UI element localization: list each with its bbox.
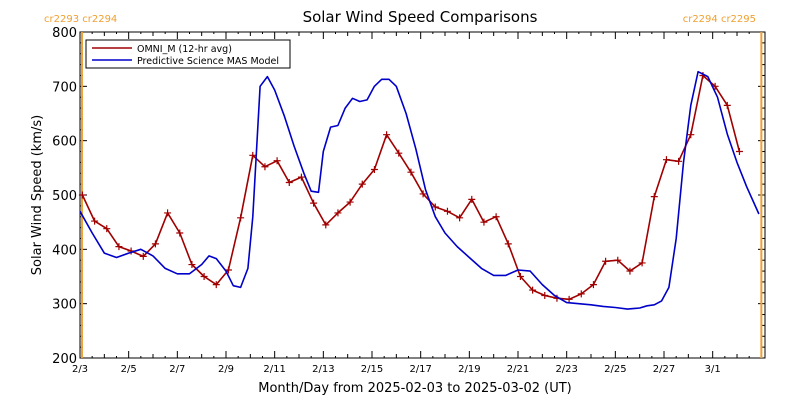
omni-data-point — [78, 191, 86, 199]
omni-data-point — [139, 252, 147, 260]
y-tick-label: 300 — [52, 298, 77, 313]
omni-series-line — [81, 74, 741, 301]
omni-data-point — [602, 257, 610, 265]
legend-label: OMNI_M (12-hr avg) — [137, 44, 232, 55]
omni-data-point — [115, 243, 123, 251]
omni-data-point — [614, 256, 622, 264]
x-tick-label: 2/3 — [72, 364, 88, 375]
omni-data-point — [188, 261, 196, 269]
x-tick-label: 2/5 — [121, 364, 137, 375]
omni-data-point — [492, 213, 500, 221]
chart-title: Solar Wind Speed Comparisons — [303, 8, 538, 26]
y-tick-label: 500 — [52, 189, 77, 204]
omni-data-point — [529, 286, 537, 294]
legend-label: Predictive Science MAS Model — [137, 56, 279, 67]
omni-data-point — [577, 290, 585, 298]
omni-data-point — [176, 229, 184, 237]
omni-data-point — [91, 217, 99, 225]
omni-data-point — [638, 259, 646, 267]
x-tick-label: 3/1 — [705, 364, 721, 375]
plot-border — [79, 31, 766, 359]
rotation-label: cr2293 cr2294 — [44, 14, 117, 25]
y-tick-label: 400 — [52, 243, 77, 258]
omni-data-point — [650, 193, 658, 201]
omni-data-point — [565, 295, 573, 303]
y-tick-label: 800 — [52, 26, 77, 41]
omni-data-point — [735, 148, 743, 156]
omni-data-point — [687, 131, 695, 139]
omni-data-point — [370, 165, 378, 173]
omni-data-point — [431, 203, 439, 211]
x-tick-label: 2/23 — [555, 364, 577, 375]
legend-box — [85, 39, 291, 69]
x-tick-label: 2/15 — [361, 364, 383, 375]
x-tick-label: 2/9 — [218, 364, 234, 375]
omni-data-point — [346, 198, 354, 206]
omni-data-point — [334, 209, 342, 217]
omni-data-point — [151, 240, 159, 248]
omni-data-point — [504, 240, 512, 248]
plot-frame — [79, 31, 766, 359]
x-tick-label: 2/17 — [409, 364, 431, 375]
x-tick-label: 2/11 — [263, 364, 285, 375]
omni-data-point — [675, 157, 683, 165]
omni-data-point — [261, 163, 269, 171]
omni-data-point — [419, 190, 427, 198]
series-layer — [78, 70, 760, 310]
rotation-label: cr2294 cr2295 — [683, 14, 756, 25]
omni-data-point — [723, 101, 731, 109]
omni-data-point — [541, 292, 549, 300]
y-tick-label: 200 — [52, 352, 77, 367]
omni-data-point — [249, 151, 257, 159]
x-tick-label: 2/21 — [507, 364, 529, 375]
omni-data-point — [395, 149, 403, 157]
omni-data-point — [164, 209, 172, 217]
omni-data-point — [285, 179, 293, 187]
omni-data-point — [200, 273, 208, 280]
omni-data-point — [456, 214, 464, 222]
omni-data-point — [273, 157, 281, 165]
omni-data-point — [468, 195, 476, 203]
omni-data-point — [443, 207, 451, 215]
x-tick-label: 2/27 — [653, 364, 675, 375]
omni-data-point — [516, 273, 524, 280]
omni-data-point — [237, 214, 245, 222]
omni-data-point — [322, 221, 330, 229]
y-axis-label: Solar Wind Speed (km/s) — [30, 115, 45, 275]
y-tick-label: 600 — [52, 135, 77, 150]
y-tick-label: 700 — [52, 80, 77, 95]
x-tick-label: 2/19 — [458, 364, 480, 375]
omni-data-point — [407, 168, 415, 176]
omni-data-point — [310, 199, 318, 207]
omni-data-point — [297, 173, 305, 181]
omni-data-point — [626, 267, 634, 275]
x-tick-label: 2/13 — [312, 364, 334, 375]
omni-data-point — [212, 281, 220, 289]
omni-data-point — [383, 131, 391, 139]
x-axis-label: Month/Day from 2025-02-03 to 2025-03-02 … — [258, 381, 571, 396]
omni-data-point — [358, 180, 366, 188]
x-tick-label: 2/7 — [169, 364, 185, 375]
omni-data-point — [480, 218, 488, 226]
omni-data-point — [103, 225, 111, 233]
x-tick-label: 2/25 — [604, 364, 626, 375]
x-axis-ticks: 2/3 2/5 2/7 2/9 2/11 2/13 2/15 2/17 2/19 2/21 2/23… — [72, 32, 762, 375]
legend: OMNI_M (12-hr avg)Predictive Science MAS… — [85, 39, 291, 69]
y-axis-ticks: 200 300 400 500 600 700 800 — [52, 26, 765, 367]
omni-data-point — [589, 281, 597, 289]
omni-data-point — [662, 156, 670, 164]
mas-model-series-line — [79, 70, 760, 310]
